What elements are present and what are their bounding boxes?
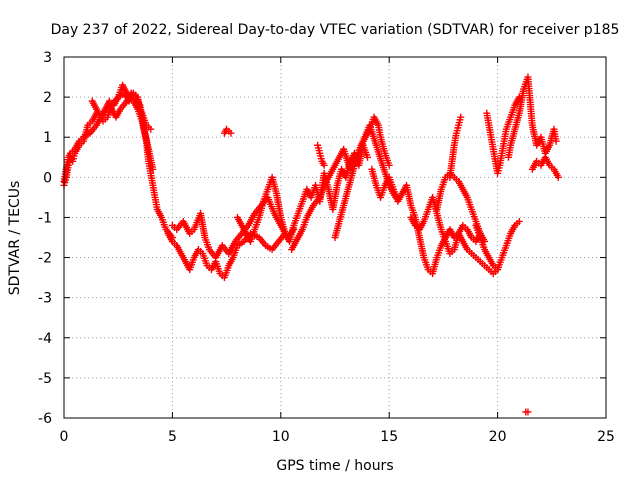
x-tick-label: 0 [60,429,69,445]
plot-frame [63,56,607,419]
data-point [320,161,328,169]
y-tick-label: 3 [43,50,52,66]
x-tick-label: 10 [272,429,290,445]
x-tick-label: 15 [380,429,398,445]
data-point [364,153,372,161]
x-tick-label: 20 [489,429,507,445]
chart-title: Day 237 of 2022, Sidereal Day-to-day VTE… [51,22,620,38]
y-tick-label: 1 [43,130,52,146]
data-point [552,137,560,145]
data-point [515,217,523,225]
data-point [227,129,235,137]
y-axis-label: SDTVAR / TECUs [7,181,23,296]
x-axis-label: GPS time / hours [276,458,393,474]
data-point [457,113,465,121]
y-tick-label: -2 [38,251,52,267]
data-point [554,173,562,181]
x-tick-label: 25 [597,429,615,445]
data-point [149,165,157,173]
axis-ticks: 0 5 10 15 20 25 -6 -5 -4 -3 -2 -1 0 1 2 3 [38,50,615,445]
y-tick-label: -3 [38,291,52,307]
y-tick-label: 0 [43,170,52,186]
data-points [60,73,562,416]
data-point [385,161,393,169]
y-tick-label: 2 [43,90,52,106]
y-tick-label: -1 [38,210,52,226]
data-point [524,408,532,416]
y-tick-label: -5 [38,371,52,387]
x-tick-label: 5 [168,429,177,445]
data-point [147,125,155,133]
y-tick-label: -4 [38,331,52,347]
y-tick-label: -6 [38,411,52,427]
